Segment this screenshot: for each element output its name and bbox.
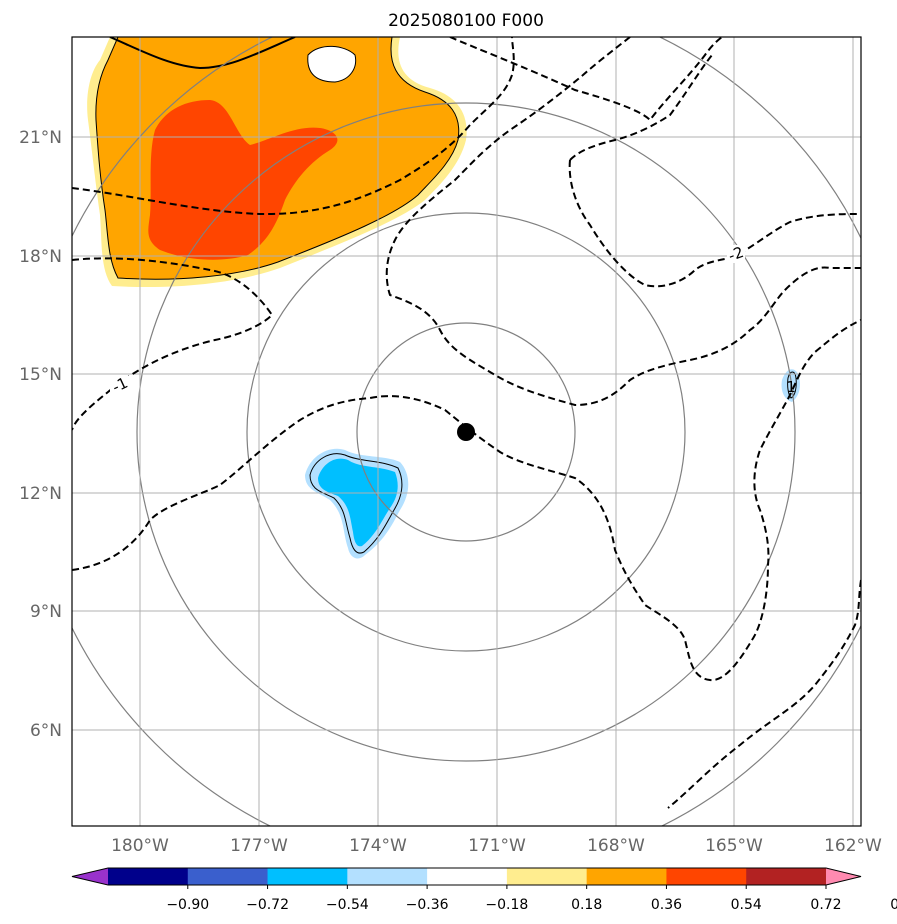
contour-label-1: 1	[786, 378, 796, 396]
colorbar-extend-max	[826, 868, 861, 885]
map-title: 2025080100 F000	[388, 11, 544, 31]
colorbar-tick-label: −0.72	[246, 897, 289, 913]
dashed-contours	[72, 37, 861, 809]
colorbar-tick-label: 0.36	[651, 897, 682, 913]
lon-tick-label: 171°W	[468, 836, 526, 856]
contour-solid-thick	[109, 37, 296, 70]
colorbar-tick-label: −0.18	[485, 897, 528, 913]
colorbar-tick-label: 0.18	[571, 897, 602, 913]
contour-dashed-4	[449, 37, 723, 122]
lon-tick-label: 180°W	[111, 836, 169, 856]
range-ring-3	[136, 102, 796, 762]
lat-axis-labels: 21°N 18°N 15°N 12°N 9°N 6°N	[19, 128, 62, 741]
contour-thin-hole	[307, 45, 357, 83]
contour-dashed-3	[72, 319, 861, 682]
lat-tick-label: 21°N	[19, 128, 62, 148]
lat-tick-label: 15°N	[19, 365, 62, 385]
contour-label-bg	[727, 245, 745, 263]
map-area: -1 -2 1	[72, 37, 861, 826]
gridlines	[72, 37, 861, 826]
range-ring-2	[246, 212, 686, 652]
shading-red-orange	[148, 100, 338, 260]
lat-tick-label: 18°N	[19, 247, 62, 267]
map-frame	[71, 36, 862, 827]
lat-tick-label: 12°N	[19, 484, 62, 504]
contour-dashed-6	[569, 54, 713, 161]
contour-label-neg2: -2	[726, 243, 746, 265]
lat-tick-label: 9°N	[30, 602, 62, 622]
colorbar-segment	[427, 868, 508, 885]
contour-thin-east	[787, 371, 797, 399]
colorbar-segment	[506, 868, 588, 885]
colorbar-tick-label: −0.54	[326, 897, 369, 913]
lon-tick-label: 162°W	[824, 836, 882, 856]
contour-dashed-8	[667, 579, 861, 809]
lon-tick-label: 165°W	[705, 836, 763, 856]
colorbar-segment	[666, 868, 747, 885]
contour-label-neg1: -1	[109, 374, 130, 397]
colorbar-segment	[267, 868, 348, 885]
contour-dashed-2	[72, 257, 274, 431]
contour-thin-blue	[309, 453, 403, 554]
lon-axis-labels: 180°W 177°W 174°W 171°W 168°W 165°W 162°…	[111, 836, 882, 856]
colorbar-tick-label: 0.90	[890, 897, 897, 913]
colorbar-tick-label: −0.90	[166, 897, 209, 913]
contour-label-bg	[110, 376, 130, 394]
range-ring-1	[356, 322, 576, 542]
lon-tick-label: 177°W	[230, 836, 288, 856]
lon-tick-label: 168°W	[587, 836, 645, 856]
range-rings	[72, 37, 861, 826]
colorbar-tick-label: 0.54	[731, 897, 762, 913]
colorbar-segment	[187, 868, 269, 885]
colorbar-outline	[71, 867, 862, 886]
lat-tick-label: 6°N	[30, 721, 62, 741]
contour-dashed-5	[385, 37, 861, 407]
contour-dashed-7	[568, 159, 861, 288]
shading-light-blue-east	[781, 369, 800, 402]
colorbar-tick-label: 0.72	[810, 897, 841, 913]
colorbar: −0.90 −0.72 −0.54 −0.36 −0.18 0.18 0.36 0.54 0.7…	[71, 867, 897, 913]
colorbar-segment	[586, 868, 667, 885]
colorbar-segment	[108, 868, 189, 885]
filled-circle-marker	[457, 423, 475, 441]
shading-gap-white	[307, 46, 356, 82]
lon-tick-label: 174°W	[349, 836, 407, 856]
colorbar-extend-min	[72, 868, 108, 885]
contour-dashed-1	[72, 37, 515, 216]
colorbar-segment	[347, 868, 428, 885]
colorbar-segment	[746, 868, 827, 885]
colorbar-tick-label: −0.36	[406, 897, 449, 913]
